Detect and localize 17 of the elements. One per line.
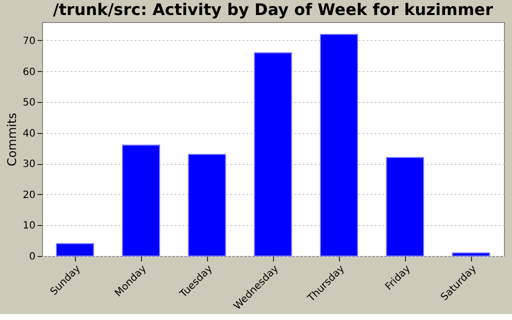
bar <box>386 156 424 256</box>
bar <box>320 34 358 256</box>
y-tick-label: 70 <box>22 36 36 47</box>
bar <box>254 52 292 256</box>
y-tick-label: 40 <box>22 128 36 140</box>
y-tick-label: 0 <box>29 252 36 262</box>
bar <box>122 144 160 256</box>
y-tick-label: 30 <box>22 159 36 170</box>
y-tick-label: 60 <box>22 66 36 78</box>
y-tick-label: 20 <box>22 190 36 201</box>
chart-title: /trunk/src: Activity by Day of Week for kuzimmer <box>53 0 494 19</box>
y-tick-label: 50 <box>22 98 36 109</box>
y-tick-label: 10 <box>22 220 36 232</box>
bar <box>452 252 490 256</box>
y-axis-title: Commits <box>4 112 19 166</box>
bar <box>188 154 226 256</box>
bar <box>56 243 94 256</box>
